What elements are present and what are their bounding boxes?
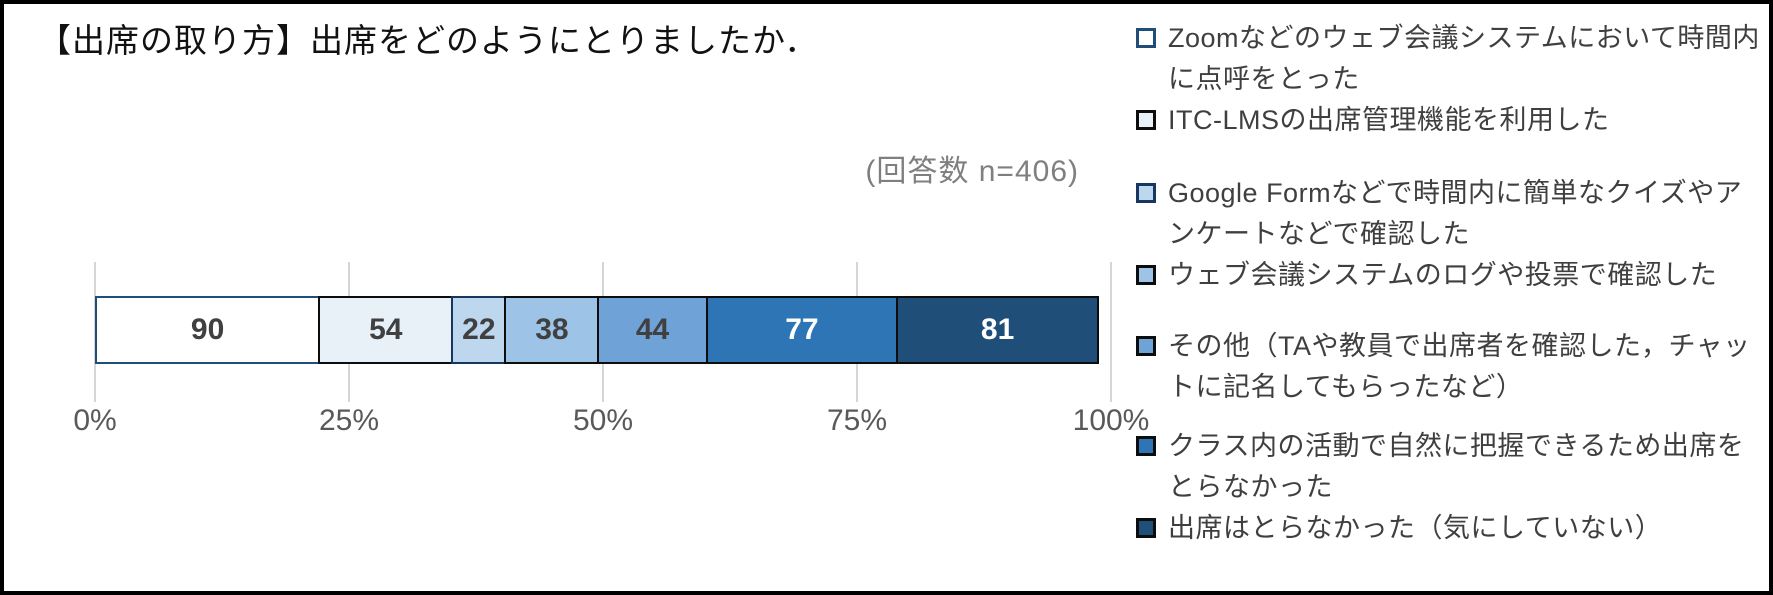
response-count-annotation: (回答数 n=406)	[865, 155, 1079, 188]
bar-segment-value: 38	[535, 313, 569, 346]
stacked-bar: 90 54 22 38 44 77 81	[95, 296, 1111, 364]
legend-item: クラス内の活動で自然に把握できるため出席をとらなかった	[1136, 426, 1764, 508]
legend-swatch-icon	[1136, 518, 1156, 538]
legend-swatch-icon	[1136, 436, 1156, 456]
x-tick-label: 100%	[1072, 404, 1150, 437]
legend-item: ITC-LMSの出席管理機能を利用した	[1136, 100, 1764, 141]
legend-item: Zoomなどのウェブ会議システムにおいて時間内に点呼をとった	[1136, 18, 1764, 100]
legend-item-label: Zoomなどのウェブ会議システムにおいて時間内に点呼をとった	[1168, 23, 1760, 94]
bar-segment-value: 77	[785, 313, 819, 346]
legend-item-label: クラス内の活動で自然に把握できるため出席をとらなかった	[1168, 431, 1745, 502]
bar-segment: 81	[896, 296, 1099, 364]
legend-item-label: 出席はとらなかった（気にしていない）	[1168, 513, 1663, 543]
legend-item: ウェブ会議システムのログや投票で確認した	[1136, 255, 1764, 296]
bar-segment-value: 22	[462, 313, 496, 346]
legend-item: その他（TAや教員で出席者を確認した，チャットに記名してもらったなど）	[1136, 326, 1764, 408]
legend-swatch-icon	[1136, 336, 1156, 356]
bar-segment-value: 90	[190, 313, 225, 346]
bar-segment: 22	[451, 296, 507, 364]
bar-segment: 90	[95, 296, 321, 364]
x-tick-label: 50%	[572, 404, 634, 437]
legend-item: Google Formなどで時間内に簡単なクイズやアンケートなどで確認した	[1136, 173, 1764, 255]
bar-segment-value: 44	[635, 313, 670, 346]
bar-segment: 44	[597, 296, 708, 364]
legend: Zoomなどのウェブ会議システムにおいて時間内に点呼をとった ITC-LMSの出…	[1136, 18, 1764, 549]
legend-item-label: ITC-LMSの出席管理機能を利用した	[1168, 105, 1610, 135]
plot-area: 90 54 22 38 44 77 81	[94, 262, 1112, 402]
x-tick-label: 75%	[826, 404, 888, 437]
bar-segment: 38	[504, 296, 600, 364]
legend-item: 出席はとらなかった（気にしていない）	[1136, 508, 1764, 549]
legend-item-label: ウェブ会議システムのログや投票で確認した	[1168, 260, 1718, 290]
x-axis: 0% 25% 50% 75% 100%	[73, 404, 1149, 450]
legend-swatch-icon	[1136, 183, 1156, 203]
bar-segment: 77	[705, 296, 899, 364]
bar-segment-value: 54	[369, 313, 403, 346]
bar-segment-value: 81	[980, 313, 1015, 346]
x-tick-label: 0%	[73, 404, 117, 437]
bar-segment: 54	[318, 296, 454, 364]
legend-swatch-icon	[1136, 265, 1156, 285]
x-tick-label: 25%	[318, 404, 380, 437]
legend-item-label: Google Formなどで時間内に簡単なクイズやアンケートなどで確認した	[1168, 178, 1743, 249]
legend-swatch-icon	[1136, 28, 1156, 48]
legend-swatch-icon	[1136, 110, 1156, 130]
chart-title: 【出席の取り方】出席をどのようにとりましたか．	[38, 22, 819, 59]
legend-item-label: その他（TAや教員で出席者を確認した，チャットに記名してもらったなど）	[1168, 331, 1751, 402]
gridline	[1110, 262, 1112, 402]
